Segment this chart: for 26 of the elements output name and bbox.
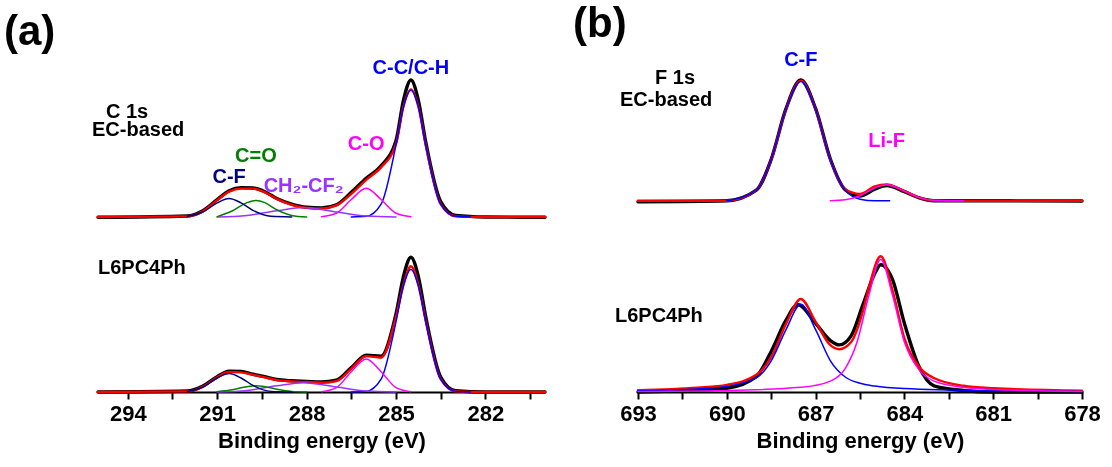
annotation: L6PC4Ph <box>615 304 703 326</box>
x-tick-label: 294 <box>109 400 148 426</box>
series-label: C-O <box>347 132 385 155</box>
x-tick-label: 285 <box>378 400 415 426</box>
x-tick-label: 687 <box>797 400 835 426</box>
annotation: EC-based <box>620 88 713 110</box>
series-label: C-C/C-H <box>372 56 450 79</box>
series-label: CH₂-CF₂ <box>263 173 344 196</box>
x-tick-label: 678 <box>1064 400 1101 426</box>
chart-title: (a) <box>4 7 56 55</box>
annotation: F 1s <box>655 66 696 88</box>
annotation: L6PC4Ph <box>98 256 186 278</box>
x-tick-label: 282 <box>467 400 505 426</box>
x-tick-label: 690 <box>708 400 746 426</box>
x-tick-label: 288 <box>288 400 326 426</box>
series-label: C-F <box>784 47 818 70</box>
series-label: C=O <box>235 144 277 167</box>
x-axis-title: Binding energy (eV) <box>756 427 965 453</box>
series-label: C-F <box>212 164 246 187</box>
chart-title: (b) <box>573 0 627 46</box>
x-tick-label: 693 <box>620 400 657 426</box>
x-tick-label: 681 <box>975 400 1013 426</box>
x-tick-label: 684 <box>886 400 925 426</box>
x-tick-label: 291 <box>199 400 237 426</box>
x-axis-title: Binding energy (eV) <box>218 427 426 453</box>
series-label: Li-F <box>868 128 905 151</box>
